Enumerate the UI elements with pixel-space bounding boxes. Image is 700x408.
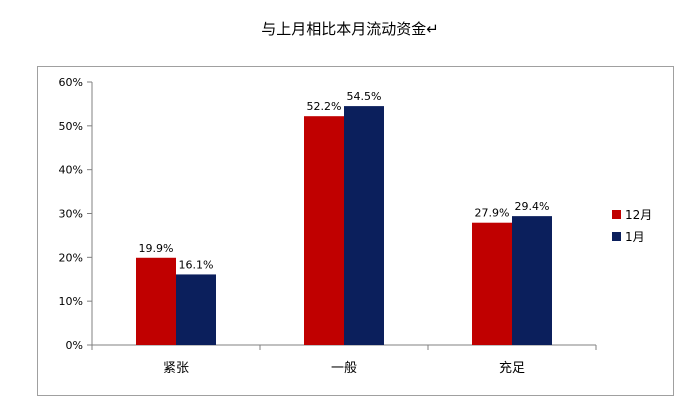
- chart-title: 与上月相比本月流动资金↵: [261, 20, 439, 38]
- y-tick-label: 30%: [59, 208, 83, 221]
- chart-bars: 19.9% 16.1% 52.2% 54.5% 27.9% 29.4%: [136, 90, 552, 345]
- data-label: 27.9%: [475, 207, 510, 220]
- y-tick-label: 60%: [59, 76, 83, 89]
- bar: [304, 116, 344, 345]
- x-tick-label: 一般: [331, 360, 357, 376]
- chart-frame: [37, 66, 674, 396]
- data-label: 16.1%: [179, 258, 214, 271]
- legend-label: 12月: [625, 208, 652, 222]
- bar: [176, 274, 216, 345]
- y-tick-label: 40%: [59, 164, 83, 177]
- data-label: 54.5%: [347, 90, 382, 103]
- bar: [472, 222, 512, 345]
- data-label: 19.9%: [139, 242, 174, 255]
- x-tick-label: 紧张: [163, 361, 189, 376]
- legend-swatch: [612, 210, 621, 219]
- y-tick-label: 50%: [59, 120, 83, 133]
- legend-swatch: [612, 232, 621, 241]
- y-tick-label: 0%: [66, 339, 83, 352]
- x-tick-label: 充足: [499, 360, 525, 376]
- y-tick-label: 20%: [59, 251, 83, 264]
- data-label: 29.4%: [515, 200, 550, 213]
- bar: [512, 216, 552, 345]
- y-tick-label: 10%: [59, 295, 83, 308]
- chart-legend: 12月 1月: [612, 208, 652, 244]
- legend-label: 1月: [625, 230, 645, 244]
- bar: [136, 257, 176, 345]
- data-label: 52.2%: [307, 100, 342, 113]
- bar: [344, 106, 384, 345]
